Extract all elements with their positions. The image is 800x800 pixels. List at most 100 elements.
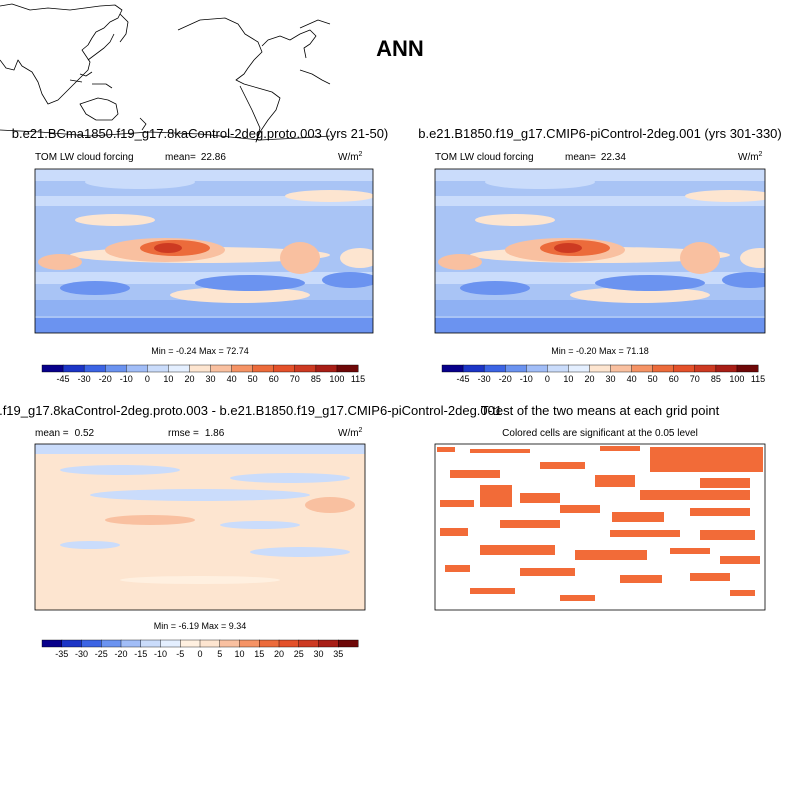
colorbar-swatch xyxy=(140,639,161,648)
field-blob xyxy=(170,287,310,303)
significant-cell xyxy=(520,568,575,576)
colorbar-swatch xyxy=(568,364,590,373)
colorbar-tick-label: -20 xyxy=(99,374,112,384)
colorbar-swatch xyxy=(273,364,296,373)
coast-east-asia xyxy=(87,33,115,61)
colorbar-swatch xyxy=(736,364,759,373)
panel-1-mean: mean= 22.86 xyxy=(165,152,226,163)
field-blob xyxy=(285,190,373,202)
significant-cell xyxy=(445,565,470,572)
coast-greenland xyxy=(299,19,331,29)
coast-antarctica xyxy=(0,129,331,141)
colorbar-tick-label: -30 xyxy=(78,374,91,384)
colorbar-swatch xyxy=(610,364,633,373)
panel-1-minmax: Min = -0.24 Max = 72.74 xyxy=(151,346,249,356)
colorbar-tick-label: 50 xyxy=(648,374,658,384)
colorbar-swatch xyxy=(168,364,190,373)
colorbar-tick-label: 60 xyxy=(269,374,279,384)
colorbar-tick-label: 30 xyxy=(313,649,323,659)
panel-3-mean-value: 0.52 xyxy=(75,428,95,439)
significant-cell xyxy=(640,490,750,500)
field-blob xyxy=(250,547,350,557)
panel-3: b.e21.BCma1850.f19_g17.8kaControl-2deg.p… xyxy=(0,403,502,659)
coast-west-africa xyxy=(299,69,331,85)
colorbar-swatch xyxy=(219,639,240,648)
colorbar-tick-label: 115 xyxy=(751,374,765,384)
significant-cell xyxy=(730,590,755,596)
colorbar-swatch xyxy=(589,364,612,373)
colorbar-tick-label: 100 xyxy=(329,374,344,384)
colorbar-swatch xyxy=(83,364,106,373)
colorbar-tick-label: -5 xyxy=(176,649,184,659)
colorbar-tick-label: 20 xyxy=(184,374,194,384)
field-band xyxy=(35,169,373,181)
panel-1-units: W/m2 xyxy=(338,151,363,163)
colorbar-swatch xyxy=(338,639,359,648)
significant-cell xyxy=(700,530,755,540)
panel-3-title: b.e21.BCma1850.f19_g17.8kaControl-2deg.p… xyxy=(0,403,502,418)
significant-cell xyxy=(437,447,455,452)
significant-cell xyxy=(610,530,680,537)
colorbar-tick-label: 70 xyxy=(690,374,700,384)
colorbar-tick-label: 15 xyxy=(254,649,264,659)
colorbar-swatch xyxy=(101,639,122,648)
panel-2-mean: mean= 22.34 xyxy=(565,152,626,163)
panel-2-units-exp: 2 xyxy=(759,151,763,158)
significant-cell xyxy=(480,485,512,507)
field-blob xyxy=(85,175,195,189)
colorbar-tick-label: 20 xyxy=(584,374,594,384)
colorbar-tick-label: 115 xyxy=(351,374,365,384)
panel-1-variable-label: TOM LW cloud forcing xyxy=(35,152,134,163)
field-blob xyxy=(154,243,182,253)
colorbar-tick-label: 0 xyxy=(145,374,150,384)
colorbar-swatch xyxy=(189,364,212,373)
colorbar-swatch xyxy=(318,639,339,648)
field-blob xyxy=(75,214,155,226)
colorbar-tick-label: 50 xyxy=(248,374,258,384)
panel-2-mean-label: mean= xyxy=(565,152,596,163)
significant-cell xyxy=(670,548,710,554)
panel-3-units-base: W/m xyxy=(338,428,359,439)
colorbar-tick-label: 40 xyxy=(627,374,637,384)
coast-new-zealand xyxy=(139,117,147,131)
significant-cell xyxy=(690,508,750,516)
colorbar-tick-label: 85 xyxy=(311,374,321,384)
colorbar-tick-label: -20 xyxy=(499,374,512,384)
colorbar-tick-label: 30 xyxy=(206,374,216,384)
panel-2-mean-value: 22.34 xyxy=(601,152,626,163)
panel-1-map-frame xyxy=(34,168,374,334)
coastline-template xyxy=(0,3,331,143)
colorbar-tick-label: -10 xyxy=(120,374,133,384)
panel-2-map-frame xyxy=(434,168,766,334)
coast-islands xyxy=(69,71,113,89)
colorbar-tick-label: 70 xyxy=(290,374,300,384)
colorbar-swatch xyxy=(526,364,548,373)
colorbar-swatch xyxy=(441,364,464,373)
significant-cell xyxy=(595,475,635,487)
colorbar-swatch xyxy=(252,364,275,373)
panel-3-units-exp: 2 xyxy=(359,427,363,434)
colorbar-tick-label: -25 xyxy=(95,649,108,659)
colorbar-swatch xyxy=(315,364,338,373)
significant-cell xyxy=(440,528,468,536)
colorbar-tick-label: 5 xyxy=(217,649,222,659)
significant-cell xyxy=(440,500,474,507)
colorbar-swatch xyxy=(120,639,142,648)
field-band xyxy=(35,444,365,454)
panel-2-title: b.e21.B1850.f19_g17.CMIP6-piControl-2deg… xyxy=(418,126,782,141)
colorbar-swatch xyxy=(278,639,300,648)
panel-1-mean-label: mean= xyxy=(165,152,196,163)
colorbar-swatch xyxy=(41,364,64,373)
significant-cell xyxy=(450,470,500,478)
colorbar-tick-label: 10 xyxy=(563,374,573,384)
colorbar-tick-label: 10 xyxy=(234,649,244,659)
colorbar-swatch xyxy=(199,639,221,648)
panel-3-minmax: Min = -6.19 Max = 9.34 xyxy=(154,621,247,631)
significant-cell xyxy=(500,520,560,528)
colorbar-swatch xyxy=(147,364,169,373)
colorbar-swatch xyxy=(259,639,280,648)
colorbar-tick-label: 35 xyxy=(333,649,343,659)
panel-3-field xyxy=(35,444,365,584)
